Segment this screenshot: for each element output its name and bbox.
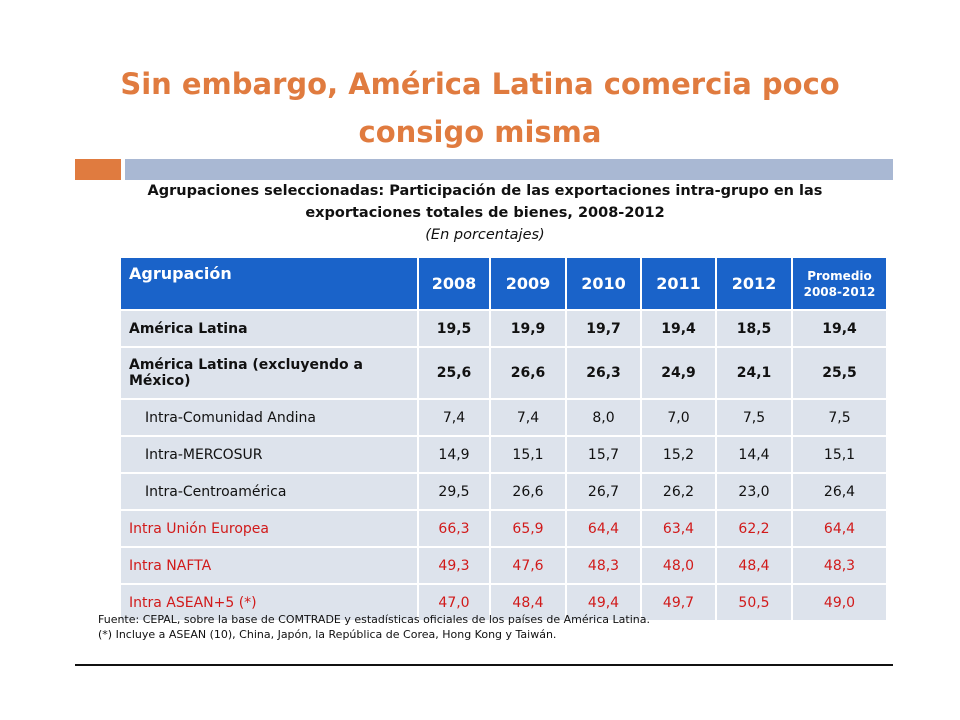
header-promedio: Promedio 2008-2012	[791, 256, 888, 311]
cell-value: 19,5	[417, 309, 491, 348]
cell-value: 19,4	[640, 309, 717, 348]
cell-value: 65,9	[489, 509, 567, 548]
cell-value: 7,5	[715, 398, 793, 437]
cell-value: 47,6	[489, 546, 567, 585]
cell-value: 26,7	[565, 472, 642, 511]
header-2009: 2009	[489, 256, 567, 311]
data-table: Agrupación 2008 2009 2010 2011 2012 Prom…	[119, 256, 888, 622]
cell-value: 15,2	[640, 435, 717, 474]
header-2008: 2008	[417, 256, 491, 311]
cell-value: 14,9	[417, 435, 491, 474]
table-row: América Latina 19,5 19,9 19,7 19,4 18,5 …	[119, 309, 888, 348]
cell-value: 25,6	[417, 346, 491, 400]
cell-value: 19,4	[791, 309, 888, 348]
cell-value: 62,2	[715, 509, 793, 548]
cell-value: 66,3	[417, 509, 491, 548]
cell-value: 48,3	[565, 546, 642, 585]
header-promedio-line-2: 2008-2012	[803, 284, 876, 299]
table-header-row: Agrupación 2008 2009 2010 2011 2012 Prom…	[119, 256, 888, 311]
cell-value: 15,1	[489, 435, 567, 474]
cell-value: 48,4	[715, 546, 793, 585]
cell-value: 7,4	[489, 398, 567, 437]
header-agrupacion: Agrupación	[119, 256, 419, 311]
cell-value: 64,4	[791, 509, 888, 548]
cell-value: 48,4	[489, 583, 567, 622]
table-row: Intra ASEAN+5 (*) 47,0 48,4 49,4 49,7 50…	[119, 583, 888, 622]
row-label: América Latina	[119, 309, 419, 348]
cell-value: 29,5	[417, 472, 491, 511]
header-2011: 2011	[640, 256, 717, 311]
cell-value: 26,6	[489, 346, 567, 400]
cell-value: 48,0	[640, 546, 717, 585]
footnotes: Fuente: CEPAL, sobre la base de COMTRADE…	[98, 612, 650, 642]
source-note: Fuente: CEPAL, sobre la base de COMTRADE…	[98, 613, 650, 626]
cell-value: 26,6	[489, 472, 567, 511]
cell-value: 7,4	[417, 398, 491, 437]
slide-title: Sin embargo, América Latina comercia poc…	[0, 60, 960, 156]
header-2010: 2010	[565, 256, 642, 311]
table-row: Intra Unión Europea 66,3 65,9 64,4 63,4 …	[119, 509, 888, 548]
row-label: Intra-Centroamérica	[119, 472, 419, 511]
cell-value: 49,0	[791, 583, 888, 622]
cell-value: 25,5	[791, 346, 888, 400]
cell-value: 26,2	[640, 472, 717, 511]
row-label: Intra ASEAN+5 (*)	[119, 583, 419, 622]
cell-value: 26,4	[791, 472, 888, 511]
table-row: América Latina (excluyendo a México) 25,…	[119, 346, 888, 400]
header-2012: 2012	[715, 256, 793, 311]
cell-value: 24,9	[640, 346, 717, 400]
row-label: Intra-MERCOSUR	[119, 435, 419, 474]
cell-value: 23,0	[715, 472, 793, 511]
asterisk-note: (*) Incluye a ASEAN (10), China, Japón, …	[98, 628, 557, 641]
cell-value: 8,0	[565, 398, 642, 437]
cell-value: 50,5	[715, 583, 793, 622]
table-caption-units: (En porcentajes)	[425, 227, 545, 243]
table-caption: Agrupaciones seleccionadas: Participació…	[100, 180, 870, 246]
bottom-rule	[75, 664, 893, 666]
cell-value: 14,4	[715, 435, 793, 474]
cell-value: 47,0	[417, 583, 491, 622]
row-label: América Latina (excluyendo a México)	[119, 346, 419, 400]
accent-bar-blue	[125, 159, 893, 180]
row-label: Intra Unión Europea	[119, 509, 419, 548]
cell-value: 63,4	[640, 509, 717, 548]
cell-value: 26,3	[565, 346, 642, 400]
row-label: Intra NAFTA	[119, 546, 419, 585]
cell-value: 48,3	[791, 546, 888, 585]
table-row: Intra-Centroamérica 29,5 26,6 26,7 26,2 …	[119, 472, 888, 511]
table-row: Intra-Comunidad Andina 7,4 7,4 8,0 7,0 7…	[119, 398, 888, 437]
cell-value: 24,1	[715, 346, 793, 400]
cell-value: 64,4	[565, 509, 642, 548]
cell-value: 49,7	[640, 583, 717, 622]
table-caption-line-2: exportaciones totales de bienes, 2008-20…	[305, 205, 665, 221]
slide-title-line-2: consigo misma	[358, 115, 602, 149]
slide-title-line-1: Sin embargo, América Latina comercia poc…	[120, 67, 840, 101]
cell-value: 19,7	[565, 309, 642, 348]
row-label: Intra-Comunidad Andina	[119, 398, 419, 437]
table-caption-line-1: Agrupaciones seleccionadas: Participació…	[147, 183, 823, 199]
accent-bar-orange	[75, 159, 121, 180]
cell-value: 49,3	[417, 546, 491, 585]
table-row: Intra-MERCOSUR 14,9 15,1 15,7 15,2 14,4 …	[119, 435, 888, 474]
cell-value: 15,1	[791, 435, 888, 474]
header-promedio-line-1: Promedio	[807, 268, 872, 283]
cell-value: 7,0	[640, 398, 717, 437]
table-row: Intra NAFTA 49,3 47,6 48,3 48,0 48,4 48,…	[119, 546, 888, 585]
cell-value: 49,4	[565, 583, 642, 622]
cell-value: 7,5	[791, 398, 888, 437]
cell-value: 18,5	[715, 309, 793, 348]
cell-value: 15,7	[565, 435, 642, 474]
cell-value: 19,9	[489, 309, 567, 348]
